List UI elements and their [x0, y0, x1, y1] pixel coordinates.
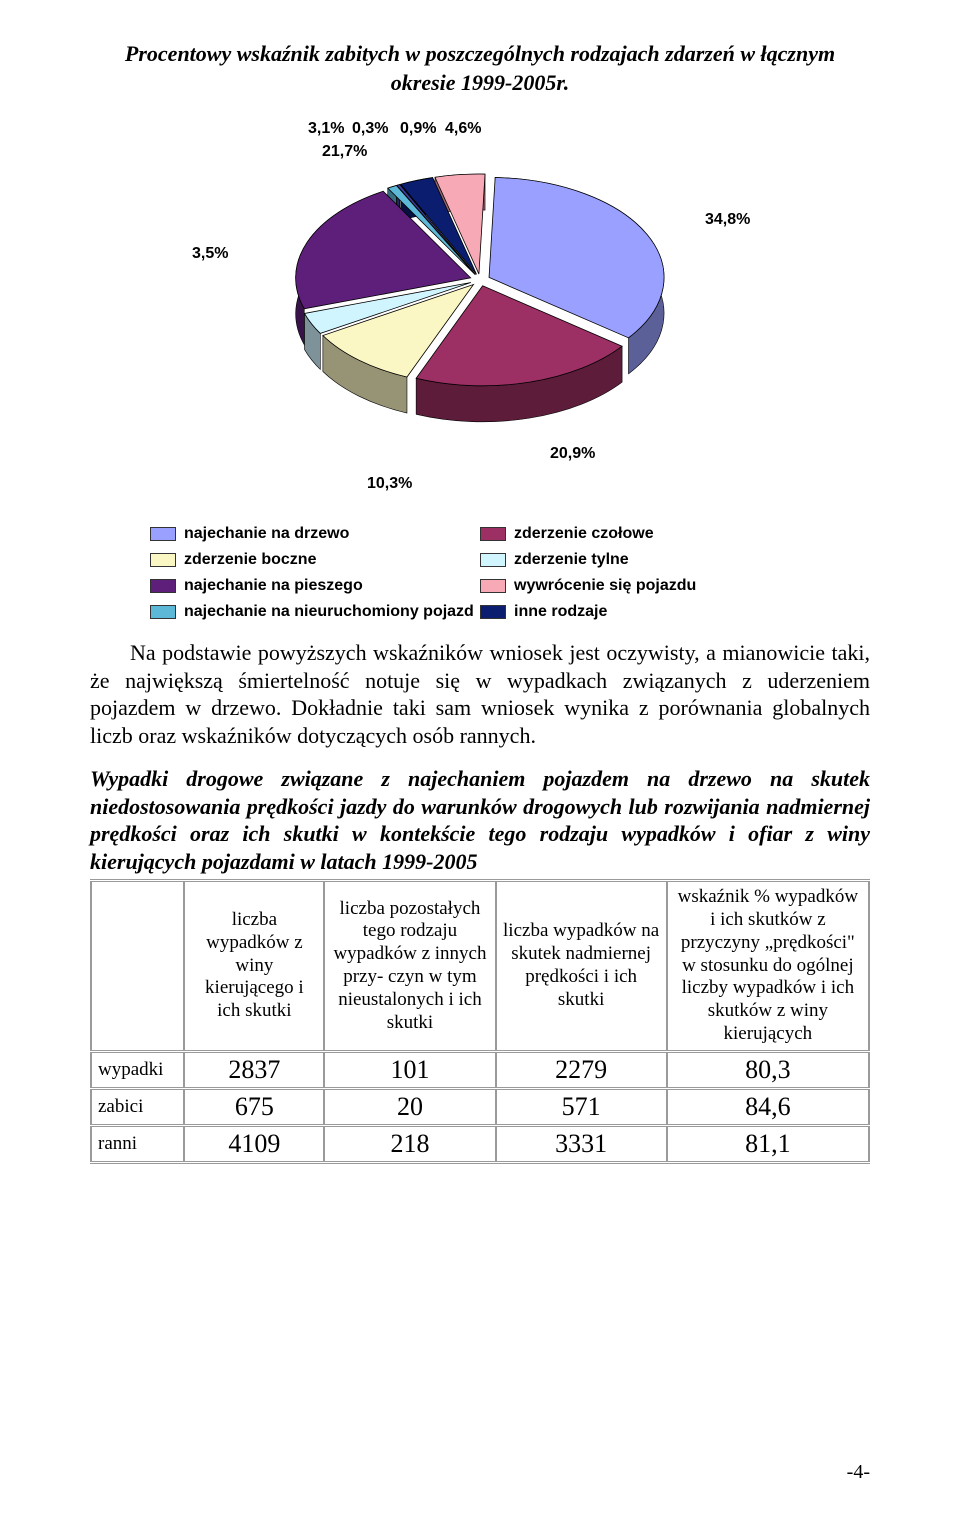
chart-legend: najechanie na drzewo zderzenie boczne na… [120, 525, 840, 621]
pie-chart: 3,1% 0,3% 0,9% 4,6% 21,7% 34,8% 3,5% 10,… [120, 115, 840, 515]
legend-item: najechanie na nieuruchomiony pojazd [150, 603, 480, 621]
body-paragraph: Na podstawie powyższych wskaźników wnios… [90, 639, 870, 749]
legend-label: inne rodzaje [514, 603, 607, 621]
row-label: ranni [91, 1125, 184, 1162]
pct-label-9: 10,3% [367, 475, 412, 493]
legend-swatch [150, 605, 176, 619]
legend-item: zderzenie boczne [150, 551, 480, 569]
cell: 101 [324, 1051, 495, 1088]
page-title: Procentowy wskaźnik zabitych w poszczegó… [90, 40, 870, 97]
table-row: wypadki 2837 101 2279 80,3 [91, 1051, 869, 1088]
cell: 3331 [496, 1125, 667, 1162]
legend-label: najechanie na pieszego [184, 577, 363, 595]
row-label: zabici [91, 1088, 184, 1125]
row-label: wypadki [91, 1051, 184, 1088]
pie-chart-svg [120, 115, 840, 515]
legend-label: zderzenie czołowe [514, 525, 654, 543]
legend-label: najechanie na drzewo [184, 525, 349, 543]
legend-item: zderzenie czołowe [480, 525, 810, 543]
legend-label: zderzenie tylne [514, 551, 629, 569]
table-row: ranni 4109 218 3331 81,1 [91, 1125, 869, 1162]
table-header-row: liczba wypadków z winy kierującego i ich… [91, 881, 869, 1052]
cell: 81,1 [667, 1125, 869, 1162]
cell: 4109 [184, 1125, 324, 1162]
cell: 2837 [184, 1051, 324, 1088]
legend-swatch [480, 527, 506, 541]
th-3: liczba wypadków na skutek nadmiernej prę… [496, 881, 667, 1052]
th-2: liczba pozostałych tego rodzaju wypadków… [324, 881, 495, 1052]
page-number: -4- [847, 1461, 870, 1484]
pct-label-5: 34,8% [705, 211, 750, 229]
cell: 675 [184, 1088, 324, 1125]
legend-col-left: najechanie na drzewo zderzenie boczne na… [150, 525, 480, 621]
legend-item: inne rodzaje [480, 603, 810, 621]
pct-label-3: 4,6% [445, 120, 481, 138]
legend-item: najechanie na drzewo [150, 525, 480, 543]
cell: 218 [324, 1125, 495, 1162]
legend-item: zderzenie tylne [480, 551, 810, 569]
cell: 571 [496, 1088, 667, 1125]
legend-swatch [150, 527, 176, 541]
legend-swatch [480, 605, 506, 619]
th-blank [91, 881, 184, 1052]
cell: 84,6 [667, 1088, 869, 1125]
th-4: wskaźnik % wypadków i ich skutków z przy… [667, 881, 869, 1052]
th-1: liczba wypadków z winy kierującego i ich… [184, 881, 324, 1052]
pct-label-6: 3,5% [192, 245, 228, 263]
table-row: zabici 675 20 571 84,6 [91, 1088, 869, 1125]
legend-swatch [150, 579, 176, 593]
data-table: liczba wypadków z winy kierującego i ich… [90, 879, 870, 1164]
cell: 80,3 [667, 1051, 869, 1088]
pct-label-2: 0,9% [400, 120, 436, 138]
legend-item: wywrócenie się pojazdu [480, 577, 810, 595]
legend-label: wywrócenie się pojazdu [514, 577, 696, 595]
cell: 20 [324, 1088, 495, 1125]
table-subtitle: Wypadki drogowe związane z najechaniem p… [90, 765, 870, 875]
legend-item: najechanie na pieszego [150, 577, 480, 595]
cell: 2279 [496, 1051, 667, 1088]
legend-swatch [150, 553, 176, 567]
pct-label-1: 0,3% [352, 120, 388, 138]
pct-label-8: 20,9% [550, 445, 595, 463]
legend-label: zderzenie boczne [184, 551, 316, 569]
legend-swatch [480, 553, 506, 567]
legend-swatch [480, 579, 506, 593]
legend-label: najechanie na nieuruchomiony pojazd [184, 603, 474, 621]
legend-col-right: zderzenie czołowe zderzenie tylne wywróc… [480, 525, 810, 621]
pct-label-4: 21,7% [322, 143, 367, 161]
pct-label-0: 3,1% [308, 120, 344, 138]
